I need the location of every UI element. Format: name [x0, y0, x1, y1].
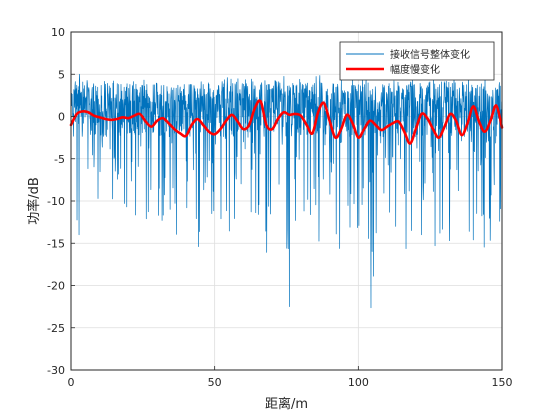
x-axis-label: 距离/m — [265, 396, 308, 412]
x-tick-label: 0 — [68, 376, 75, 389]
y-tick-label: -30 — [47, 364, 65, 377]
y-tick-label: 5 — [58, 68, 65, 81]
y-axis-ticks: 10 5 0 -5 -10 -15 -20 -25 -30 — [47, 26, 75, 377]
series-slow-amplitude — [69, 99, 504, 145]
legend-label-received-signal: 接收信号整体变化 — [390, 48, 470, 61]
x-tick-label: 100 — [348, 376, 369, 389]
received-signal-line — [70, 73, 503, 309]
y-tick-label: -10 — [47, 195, 65, 208]
y-tick-label: -20 — [47, 280, 65, 293]
series-received-signal — [70, 73, 503, 309]
x-tick-label: 150 — [492, 376, 513, 389]
legend-box — [339, 41, 495, 81]
legend-label-slow-amplitude: 幅度慢变化 — [390, 63, 440, 76]
x-axis-ticks: 0 50 100 150 — [68, 366, 513, 389]
y-tick-label: 10 — [51, 26, 65, 39]
y-axis-label: 功率/dB — [26, 177, 42, 225]
y-tick-label: 0 — [58, 111, 65, 124]
y-tick-label: -5 — [54, 153, 65, 166]
x-tick-label: 50 — [208, 376, 222, 389]
y-tick-label: -25 — [47, 322, 65, 335]
y-tick-label: -15 — [47, 237, 65, 250]
legend: 接收信号整体变化 幅度慢变化 — [339, 41, 495, 81]
slow-amplitude-line — [69, 99, 504, 145]
